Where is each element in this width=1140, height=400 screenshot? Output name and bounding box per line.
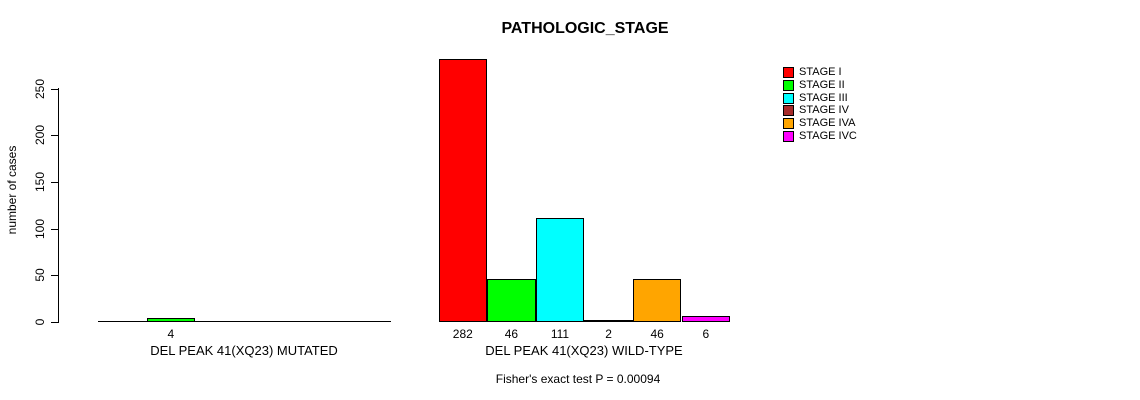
zero-height-bar — [292, 321, 342, 322]
zero-height-bar — [341, 321, 391, 322]
legend-item: STAGE IVA — [783, 118, 855, 130]
bar-stage-ii — [146, 318, 196, 322]
y-axis-tick-label: 50 — [33, 268, 47, 282]
bar-value-label: 282 — [452, 327, 473, 341]
bar-stage-ii — [487, 279, 536, 322]
bar-value-label: 4 — [167, 327, 175, 341]
legend-swatch-stage-ivc — [783, 130, 794, 142]
zero-height-bar — [243, 321, 294, 322]
bar-stage-ivc — [681, 316, 731, 322]
zero-height-bar — [98, 321, 148, 322]
zero-height-bar — [195, 321, 245, 322]
y-axis-tick-label: 250 — [33, 78, 47, 100]
bar-value-label: 46 — [504, 327, 519, 341]
bar-value-label: 2 — [605, 327, 612, 341]
legend-swatch-stage-iv — [783, 105, 794, 117]
y-axis-tick-label: 100 — [33, 218, 47, 240]
y-axis-tick-label: 200 — [33, 124, 47, 146]
y-axis-tick-label: 0 — [33, 318, 47, 326]
legend-item: STAGE I — [783, 67, 842, 79]
legend-label: STAGE IVC — [799, 129, 857, 142]
legend-item: STAGE IVC — [783, 130, 857, 142]
y-axis-tick — [51, 322, 59, 323]
y-axis-tick — [51, 182, 59, 183]
bar-stage-iii — [535, 218, 585, 322]
bar-stage-iv — [584, 320, 633, 322]
legend-item: STAGE IV — [783, 105, 849, 117]
y-axis-tick — [51, 229, 59, 230]
legend-swatch-stage-iva — [783, 118, 794, 129]
bar-value-label: 111 — [550, 327, 570, 341]
x-group-label-mutated: DEL PEAK 41(XQ23) MUTATED — [150, 343, 338, 358]
x-group-label-wild-type: DEL PEAK 41(XQ23) WILD-TYPE — [485, 343, 683, 358]
legend-label: STAGE III — [799, 91, 848, 104]
fisher-test-annotation: Fisher's exact test P = 0.00094 — [495, 372, 661, 386]
bar-stage-i — [438, 59, 488, 322]
bar-value-label: 46 — [650, 327, 664, 341]
legend-label: STAGE IVA — [799, 117, 856, 129]
bar-value-label: 6 — [702, 327, 710, 341]
y-axis-tick — [51, 89, 59, 90]
bar-stage-iva — [632, 279, 682, 322]
legend-item: STAGE III — [783, 92, 848, 104]
y-axis-tick — [51, 135, 59, 136]
y-axis-label: number of cases — [5, 145, 19, 235]
legend-swatch-stage-i — [783, 67, 794, 78]
legend-label: STAGE IV — [799, 104, 849, 117]
legend-label: STAGE I — [799, 66, 842, 78]
chart-title: PATHOLOGIC_STAGE — [501, 20, 669, 37]
legend-swatch-stage-ii — [783, 79, 794, 91]
legend-label: STAGE II — [799, 78, 845, 91]
legend-swatch-stage-iii — [783, 92, 794, 104]
y-axis-line — [58, 88, 59, 323]
y-axis-tick — [51, 275, 59, 276]
legend-item: STAGE II — [783, 79, 845, 91]
y-axis-tick-label: 150 — [33, 171, 47, 193]
